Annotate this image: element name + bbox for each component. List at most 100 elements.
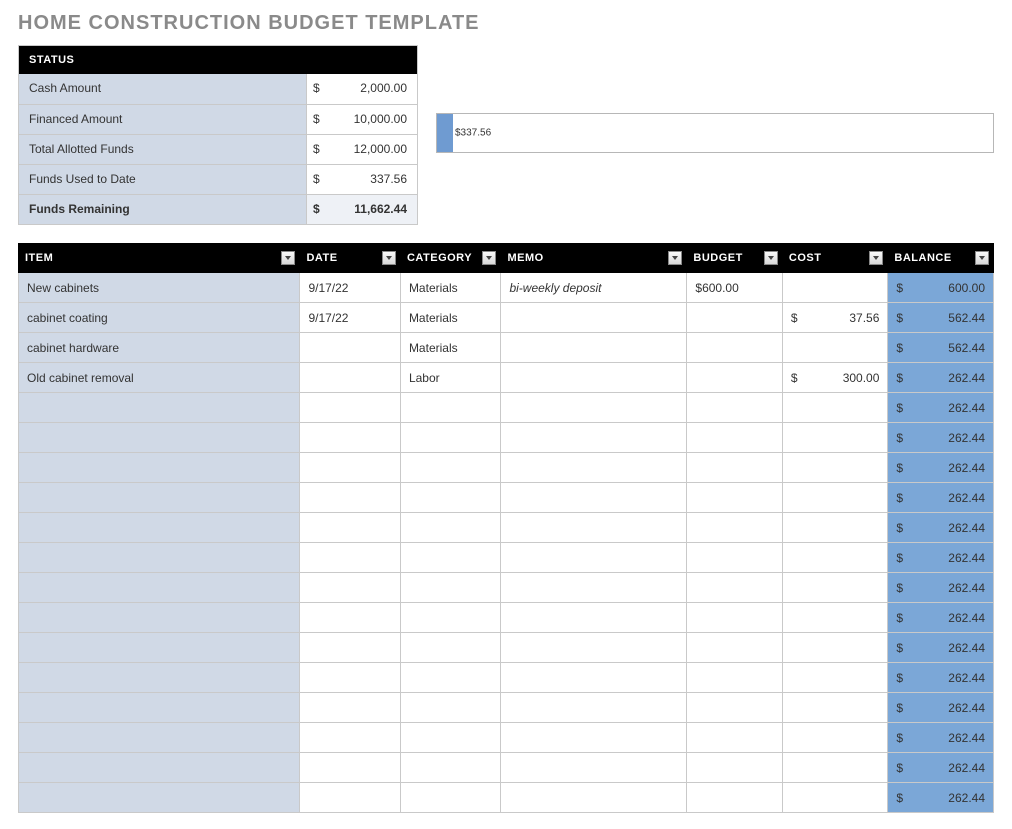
- filter-dropdown-icon[interactable]: [668, 251, 682, 265]
- cell-item[interactable]: [19, 543, 300, 573]
- cell-cost[interactable]: [782, 483, 888, 513]
- cell-memo[interactable]: bi-weekly deposit: [501, 273, 687, 303]
- cell-budget[interactable]: [687, 363, 782, 393]
- cell-date[interactable]: [300, 363, 401, 393]
- cell-item[interactable]: [19, 573, 300, 603]
- cell-item[interactable]: [19, 723, 300, 753]
- cell-memo[interactable]: [501, 543, 687, 573]
- cell-category[interactable]: [400, 393, 501, 423]
- cell-item[interactable]: cabinet coating: [19, 303, 300, 333]
- cell-date[interactable]: [300, 543, 401, 573]
- filter-dropdown-icon[interactable]: [764, 251, 778, 265]
- cell-memo[interactable]: [501, 453, 687, 483]
- cell-category[interactable]: [400, 483, 501, 513]
- cell-budget[interactable]: [687, 663, 782, 693]
- cell-memo[interactable]: [501, 363, 687, 393]
- column-header-category[interactable]: CATEGORY: [400, 244, 501, 273]
- cell-cost[interactable]: [782, 273, 888, 303]
- cell-date[interactable]: [300, 483, 401, 513]
- cell-budget[interactable]: [687, 303, 782, 333]
- cell-budget[interactable]: [687, 693, 782, 723]
- cell-category[interactable]: [400, 423, 501, 453]
- cell-date[interactable]: [300, 513, 401, 543]
- cell-category[interactable]: [400, 453, 501, 483]
- filter-dropdown-icon[interactable]: [869, 251, 883, 265]
- cell-item[interactable]: [19, 663, 300, 693]
- cell-memo[interactable]: [501, 513, 687, 543]
- cell-item[interactable]: [19, 513, 300, 543]
- cell-category[interactable]: [400, 633, 501, 663]
- cell-date[interactable]: [300, 453, 401, 483]
- cell-memo[interactable]: [501, 333, 687, 363]
- cell-memo[interactable]: [501, 693, 687, 723]
- cell-category[interactable]: [400, 693, 501, 723]
- cell-category[interactable]: [400, 723, 501, 753]
- cell-item[interactable]: [19, 603, 300, 633]
- cell-date[interactable]: [300, 753, 401, 783]
- filter-dropdown-icon[interactable]: [382, 251, 396, 265]
- cell-cost[interactable]: [782, 723, 888, 753]
- column-header-memo[interactable]: MEMO: [501, 244, 687, 273]
- cell-budget[interactable]: [687, 633, 782, 663]
- cell-date[interactable]: [300, 333, 401, 363]
- cell-item[interactable]: [19, 693, 300, 723]
- cell-cost[interactable]: [782, 663, 888, 693]
- cell-category[interactable]: [400, 783, 501, 813]
- cell-category[interactable]: Materials: [400, 273, 501, 303]
- cell-item[interactable]: New cabinets: [19, 273, 300, 303]
- cell-memo[interactable]: [501, 483, 687, 513]
- cell-item[interactable]: [19, 423, 300, 453]
- cell-item[interactable]: Old cabinet removal: [19, 363, 300, 393]
- cell-memo[interactable]: [501, 303, 687, 333]
- cell-date[interactable]: [300, 663, 401, 693]
- cell-item[interactable]: [19, 783, 300, 813]
- cell-date[interactable]: [300, 573, 401, 603]
- cell-cost[interactable]: [782, 453, 888, 483]
- cell-category[interactable]: Materials: [400, 333, 501, 363]
- cell-cost[interactable]: [782, 603, 888, 633]
- cell-item[interactable]: cabinet hardware: [19, 333, 300, 363]
- cell-date[interactable]: [300, 723, 401, 753]
- cell-category[interactable]: Materials: [400, 303, 501, 333]
- column-header-budget[interactable]: BUDGET: [687, 244, 782, 273]
- column-header-cost[interactable]: COST: [782, 244, 888, 273]
- cell-memo[interactable]: [501, 573, 687, 603]
- cell-cost[interactable]: [782, 573, 888, 603]
- cell-category[interactable]: [400, 603, 501, 633]
- cell-cost[interactable]: $300.00: [782, 363, 888, 393]
- cell-category[interactable]: Labor: [400, 363, 501, 393]
- cell-budget[interactable]: [687, 783, 782, 813]
- cell-budget[interactable]: [687, 603, 782, 633]
- cell-item[interactable]: [19, 753, 300, 783]
- cell-cost[interactable]: $37.56: [782, 303, 888, 333]
- cell-memo[interactable]: [501, 783, 687, 813]
- cell-cost[interactable]: [782, 423, 888, 453]
- column-header-date[interactable]: DATE: [300, 244, 401, 273]
- filter-dropdown-icon[interactable]: [975, 251, 989, 265]
- cell-item[interactable]: [19, 393, 300, 423]
- cell-budget[interactable]: [687, 723, 782, 753]
- cell-cost[interactable]: [782, 783, 888, 813]
- cell-budget[interactable]: [687, 513, 782, 543]
- cell-category[interactable]: [400, 513, 501, 543]
- cell-item[interactable]: [19, 483, 300, 513]
- filter-dropdown-icon[interactable]: [281, 251, 295, 265]
- cell-memo[interactable]: [501, 663, 687, 693]
- cell-cost[interactable]: [782, 693, 888, 723]
- cell-memo[interactable]: [501, 423, 687, 453]
- cell-date[interactable]: [300, 633, 401, 663]
- cell-budget[interactable]: [687, 753, 782, 783]
- cell-date[interactable]: [300, 693, 401, 723]
- column-header-item[interactable]: ITEM: [19, 244, 300, 273]
- cell-budget[interactable]: [687, 393, 782, 423]
- cell-memo[interactable]: [501, 723, 687, 753]
- cell-item[interactable]: [19, 633, 300, 663]
- cell-date[interactable]: [300, 783, 401, 813]
- cell-budget[interactable]: [687, 453, 782, 483]
- cell-cost[interactable]: [782, 333, 888, 363]
- cell-cost[interactable]: [782, 513, 888, 543]
- filter-dropdown-icon[interactable]: [482, 251, 496, 265]
- cell-budget[interactable]: [687, 333, 782, 363]
- cell-item[interactable]: [19, 453, 300, 483]
- cell-category[interactable]: [400, 663, 501, 693]
